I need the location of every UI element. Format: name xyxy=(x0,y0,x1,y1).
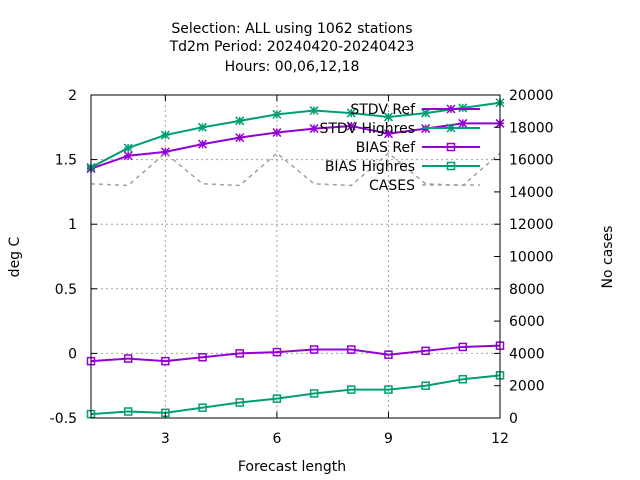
data-point xyxy=(384,350,393,359)
data-point xyxy=(123,151,133,161)
data-point xyxy=(123,143,133,153)
data-point xyxy=(160,130,170,140)
data-point xyxy=(458,342,468,352)
series-line-cases xyxy=(90,152,501,187)
data-point xyxy=(198,353,207,362)
legend-marker xyxy=(446,142,456,152)
legend-label: BIAS Highres xyxy=(325,159,415,175)
data-point xyxy=(198,122,208,132)
y-tick-label: -0.5 xyxy=(50,411,77,427)
data-point xyxy=(235,349,244,358)
y2-tick-label: 14000 xyxy=(509,185,554,201)
data-point xyxy=(272,347,282,357)
legend-item-stdv-highres: STDV Highres xyxy=(319,121,480,137)
y-tick-label: 2 xyxy=(68,88,77,104)
data-point xyxy=(198,403,207,412)
y-tick-label: 0.5 xyxy=(55,282,77,298)
data-point xyxy=(383,112,393,122)
data-point xyxy=(421,381,430,390)
data-point xyxy=(384,385,393,394)
data-point xyxy=(309,389,319,398)
y2-tick-label: 16000 xyxy=(509,153,554,169)
y-tick-label: 0 xyxy=(68,346,77,362)
y2-tick-label: 6000 xyxy=(509,314,545,330)
series-cases xyxy=(90,152,501,187)
x-axis-ticks: 3 6 9 12 xyxy=(161,95,509,447)
series-line-bias-ref xyxy=(90,344,501,363)
grid xyxy=(91,95,500,418)
legend-label: CASES xyxy=(369,178,415,194)
data-point xyxy=(458,118,468,128)
legend-marker xyxy=(446,123,456,133)
data-point xyxy=(160,147,170,157)
x-axis-label: Forecast length xyxy=(238,459,346,475)
x-tick-label: 9 xyxy=(384,431,393,447)
y2-tick-label: 18000 xyxy=(509,120,554,136)
y2-axis-label: No cases xyxy=(600,226,616,289)
y2-tick-label: 10000 xyxy=(509,250,554,266)
data-point xyxy=(235,398,244,407)
x-tick-label: 12 xyxy=(491,431,509,447)
data-point xyxy=(309,345,319,354)
data-point xyxy=(123,407,133,416)
data-point xyxy=(123,354,133,363)
y-axis-ticks: -0.5 0 0.5 1 1.5 2 xyxy=(50,88,97,427)
legend-marker xyxy=(446,161,456,171)
y-axis-label: deg C xyxy=(7,236,23,277)
data-point xyxy=(347,345,356,354)
data-point xyxy=(161,356,170,366)
data-point xyxy=(346,108,356,118)
y2-axis-ticks: 0 2000 4000 6000 8000 10000 12000 14000 16000 180… xyxy=(494,88,554,427)
y2-tick-label: 8000 xyxy=(509,282,545,298)
series-line-stdv-highres xyxy=(90,101,501,169)
legend: STDV Ref STDV Highres BIAS Ref BIAS Highres… xyxy=(319,102,480,194)
legend-label: STDV Highres xyxy=(319,121,415,137)
data-point xyxy=(235,133,245,143)
data-point xyxy=(421,346,430,356)
y-tick-label: 1.5 xyxy=(55,153,77,169)
data-point xyxy=(309,124,319,134)
data-point xyxy=(458,103,468,113)
data-point xyxy=(383,129,393,139)
chart-title-line-3: Hours: 00,06,12,18 xyxy=(225,59,360,75)
chart-title-line-1: Selection: ALL using 1062 stations xyxy=(171,21,412,37)
data-point xyxy=(309,105,319,116)
y2-tick-label: 12000 xyxy=(509,217,554,233)
data-point xyxy=(198,139,208,149)
legend-label: BIAS Ref xyxy=(356,140,416,156)
x-tick-label: 3 xyxy=(161,431,170,447)
x-tick-label: 6 xyxy=(272,431,281,447)
data-point xyxy=(272,394,282,403)
legend-item-bias-highres: BIAS Highres xyxy=(325,159,480,175)
y-tick-label: 1 xyxy=(68,217,77,233)
legend-marker xyxy=(446,104,456,114)
legend-label: STDV Ref xyxy=(350,102,416,118)
legend-item-bias-ref: BIAS Ref xyxy=(356,140,480,156)
y2-tick-label: 4000 xyxy=(509,346,545,362)
series-line-bias-highres xyxy=(90,374,501,416)
chart-title-line-2: Td2m Period: 20240420-20240423 xyxy=(169,39,415,55)
data-point xyxy=(347,385,356,394)
y2-tick-label: 20000 xyxy=(509,88,554,104)
data-point xyxy=(272,127,282,137)
data-point xyxy=(235,116,245,126)
y2-tick-label: 0 xyxy=(509,411,518,427)
data-point xyxy=(458,374,468,384)
data-point xyxy=(272,109,282,119)
legend-item-stdv-ref: STDV Ref xyxy=(350,102,480,118)
data-point xyxy=(346,121,356,131)
data-point xyxy=(421,108,431,118)
y2-tick-label: 2000 xyxy=(509,379,545,395)
legend-item-cases: CASES xyxy=(369,178,480,194)
